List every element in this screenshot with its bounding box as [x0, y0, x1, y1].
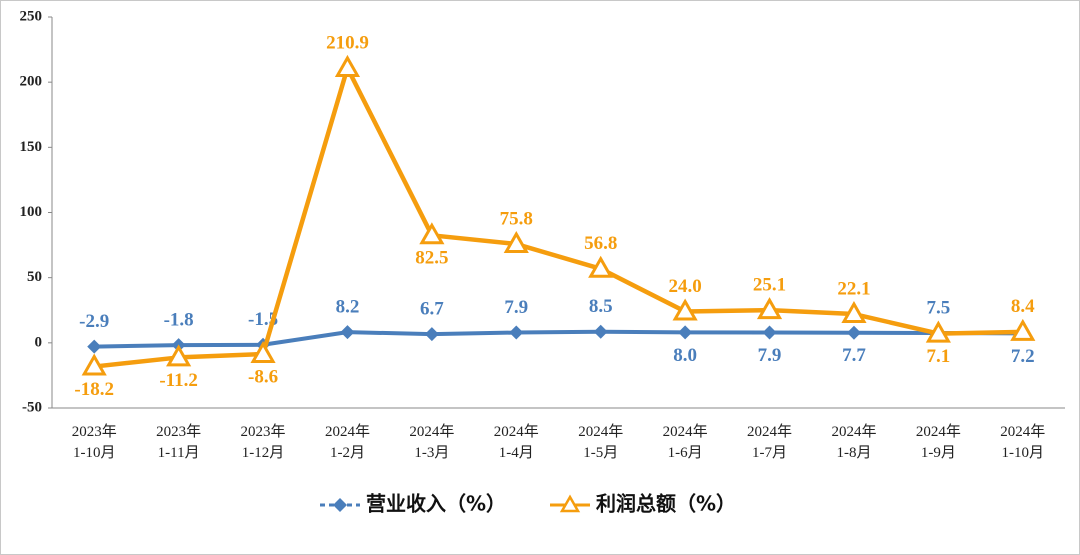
point-marker	[841, 301, 867, 324]
data-label: 7.9	[758, 345, 782, 366]
x-tick-label: 2023年 1-10月	[72, 423, 117, 461]
data-label: -8.6	[248, 366, 278, 387]
data-label: -11.2	[159, 370, 198, 391]
point-marker	[509, 325, 524, 340]
point-marker	[87, 339, 102, 354]
point-marker	[672, 298, 698, 321]
point-marker	[678, 325, 693, 340]
x-tick-label: 2024年 1-7月	[747, 423, 792, 461]
y-tick-label: 200	[20, 74, 43, 90]
data-label: 6.7	[420, 298, 444, 319]
data-label: 210.9	[326, 32, 369, 53]
point-marker	[762, 325, 777, 340]
data-label: -18.2	[74, 379, 114, 400]
x-tick-label: 2024年 1-10月	[1000, 423, 1045, 461]
series-line	[94, 329, 1023, 349]
data-label: 56.8	[584, 233, 617, 254]
data-label: -1.8	[164, 310, 194, 331]
point-marker	[334, 54, 361, 77]
x-tick-label: 2024年 1-4月	[494, 423, 539, 461]
point-marker	[588, 255, 614, 278]
data-label: 8.0	[673, 345, 697, 366]
data-label: 25.1	[753, 274, 786, 295]
y-tick-label: 150	[20, 139, 43, 155]
point-marker	[81, 353, 107, 376]
data-label: 7.2	[1011, 346, 1035, 367]
legend-label: 营业收入（%）	[366, 492, 506, 516]
point-marker	[166, 344, 192, 367]
series-line	[93, 65, 1023, 369]
data-label: 24.0	[669, 276, 702, 297]
x-tick-label: 2024年 1-6月	[663, 423, 708, 461]
y-tick-label: -50	[22, 399, 42, 415]
data-label: 7.1	[927, 346, 951, 367]
point-marker	[419, 222, 445, 245]
y-tick-label: 0	[35, 334, 43, 350]
x-tick-label: 2024年 1-9月	[916, 423, 961, 461]
x-tick-label: 2023年 1-12月	[241, 423, 286, 461]
x-tick-label: 2024年 1-2月	[325, 423, 370, 461]
point-marker	[503, 231, 529, 254]
data-label: 82.5	[415, 248, 448, 269]
x-tick-label: 2024年 1-3月	[409, 423, 454, 461]
data-label: 8.4	[1011, 296, 1035, 317]
data-label: 7.9	[504, 297, 528, 318]
data-label: -2.9	[79, 311, 109, 332]
x-tick-label: 2023年 1-11月	[156, 423, 201, 461]
x-tick-label: 2024年 1-8月	[831, 423, 876, 461]
data-label: 8.5	[589, 296, 613, 317]
legend-label: 利润总额（%）	[596, 492, 736, 516]
point-marker	[424, 327, 439, 342]
data-label: 75.8	[500, 208, 533, 229]
point-marker	[1010, 318, 1036, 341]
data-label: 7.7	[842, 345, 866, 366]
point-marker	[925, 320, 951, 343]
data-label: 8.2	[336, 297, 360, 318]
data-label: 22.1	[837, 278, 870, 299]
y-tick-label: 250	[20, 8, 43, 24]
point-marker	[250, 341, 276, 364]
data-label: 7.5	[927, 297, 951, 318]
y-tick-label: 100	[20, 204, 43, 220]
point-marker	[593, 324, 608, 339]
point-marker	[846, 325, 861, 340]
legend-marker	[559, 494, 581, 513]
legend-marker	[333, 498, 347, 512]
y-tick-label: 50	[27, 269, 42, 285]
point-marker	[756, 297, 783, 320]
point-marker	[340, 325, 355, 340]
x-tick-label: 2024年 1-5月	[578, 423, 623, 461]
